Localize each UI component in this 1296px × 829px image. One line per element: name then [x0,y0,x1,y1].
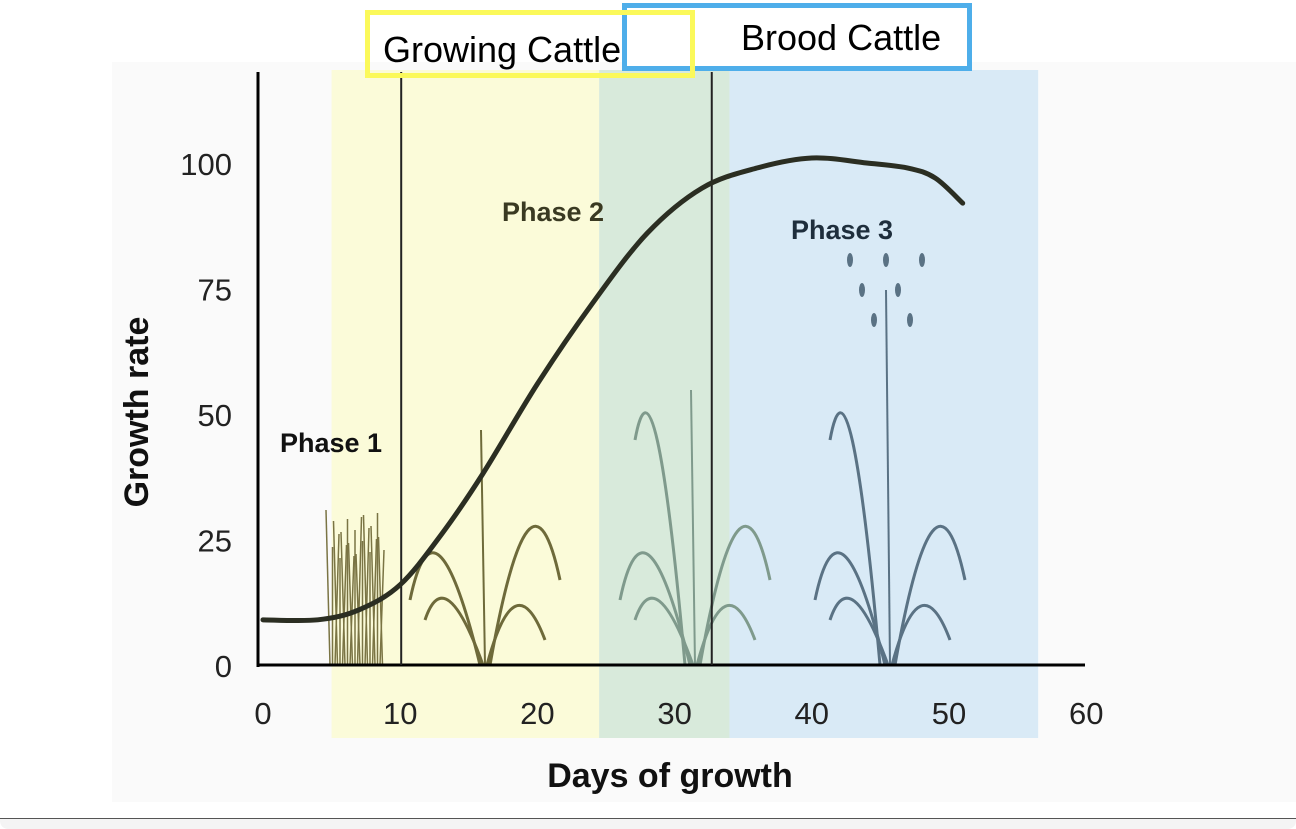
seed-head [871,313,877,327]
grass-leaf [408,551,482,666]
x-tick-label: 10 [383,696,417,731]
seedling-blade [356,516,363,666]
seedling-blade [370,525,376,666]
grass-stem [690,389,696,666]
grass-leaf [485,604,547,666]
y-tick-label: 0 [215,649,232,684]
grass-leaf [698,525,772,666]
seedling-blade [364,527,370,666]
grass-stem [480,429,486,666]
grass-leaf [488,525,562,666]
growing-cattle-label: Growing Cattle [383,29,622,70]
grass-leaf [618,551,692,666]
x-tick-label: 30 [657,696,691,731]
brood-cattle-label: Brood Cattle [741,17,942,58]
x-axis-label: Days of growth [547,757,793,795]
grass-leaf [828,411,882,666]
y-axis-label: Growth rate [118,317,156,508]
phase-label-2: Phase 2 [502,197,604,227]
seedling-blade [340,531,346,666]
x-tick-label: 20 [520,696,554,731]
phase-label-1: Phase 1 [280,428,382,458]
seed-head [883,253,889,267]
growing-cattle-box: Growing Cattle [365,10,695,78]
seedling-blade [325,509,331,666]
seed-head [847,253,853,267]
seed-head [919,253,925,267]
phase-label-3: Phase 3 [791,215,893,245]
grass-leaf [893,525,967,666]
grass-leaf [828,596,890,666]
shaded-band-1 [599,70,730,738]
seedling-blade [334,533,340,666]
seed-head [859,283,865,297]
x-tick-label: 50 [932,696,966,731]
shaded-band-2 [729,70,1039,738]
grass-leaf [423,596,485,666]
seed-head [895,283,901,297]
y-tick-label: 100 [180,147,232,182]
grass-leaf [695,604,757,666]
grass-leaf [633,596,695,666]
y-tick-label: 25 [198,524,232,559]
seedling-blade [341,544,348,666]
x-tick-label: 60 [1069,696,1103,731]
growth-curve [260,155,966,624]
seedling-blade [362,514,369,666]
grass-leaf [890,604,952,666]
grass-leaf [633,411,687,666]
shaded-band-0 [331,70,600,738]
grass-leaf [813,551,887,666]
grass-stem [885,289,891,666]
seedling-blade [332,520,339,666]
seedling-blade [379,549,385,666]
window-bottom-edge [0,818,1296,829]
y-tick-label: 50 [198,398,232,433]
seed-head [907,313,913,327]
seedling-blade [347,542,354,666]
x-tick-label: 40 [795,696,829,731]
x-tick-label: 0 [254,696,271,731]
y-tick-label: 75 [198,273,232,308]
